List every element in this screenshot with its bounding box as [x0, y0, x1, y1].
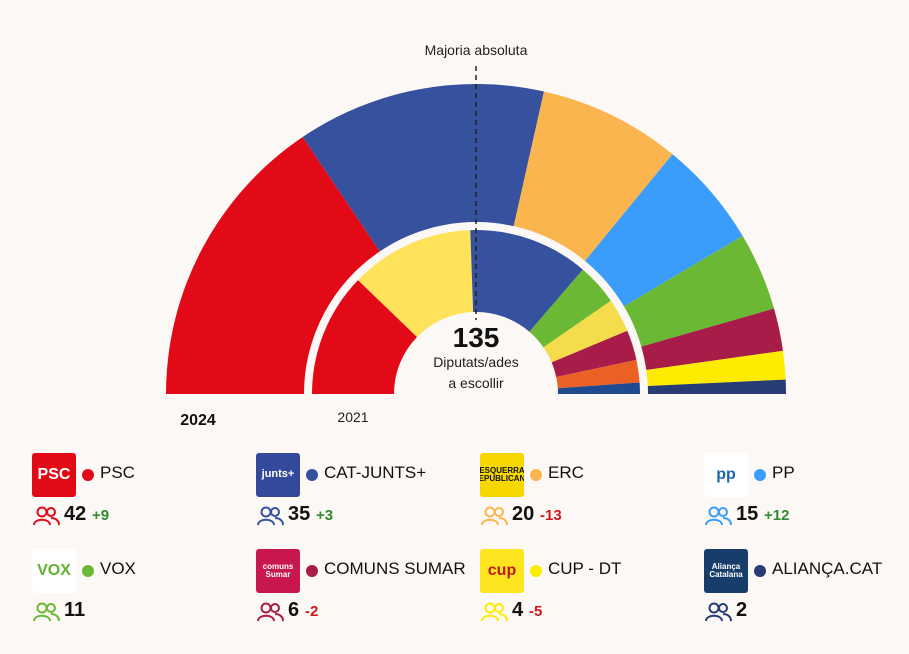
- party-name: ERC: [548, 463, 584, 482]
- seat-segment-2021-0: [312, 280, 418, 394]
- seat-segment-2021-6: [556, 359, 640, 389]
- people-icon: [256, 506, 284, 526]
- legend-item-comuns-sumar: comuns Sumar COMUNS SUMAR 6 -2: [256, 549, 476, 629]
- alian-a-cat-logo: Aliança Catalana: [704, 549, 748, 593]
- cat-junts--logo: junts+: [256, 453, 300, 497]
- seat-change: +3: [316, 507, 334, 524]
- seat-segment-2021-4: [543, 300, 628, 363]
- seat-segment-2024-2: [513, 91, 673, 261]
- ring-2021: [312, 230, 640, 394]
- seat-change: -2: [305, 603, 319, 620]
- party-name: CUP - DT: [548, 559, 622, 578]
- party-name: VOX: [100, 559, 136, 578]
- legend-item-erc: ESQUERRA REPUBLICANA ERC 20 -13: [480, 453, 700, 533]
- seat-segment-2024-1: [302, 84, 544, 252]
- center-label-1: Diputats/ades: [433, 354, 519, 370]
- seat-change: -5: [529, 603, 543, 620]
- legend-item-psc: PSC PSC 42 +9: [32, 453, 252, 533]
- people-icon: [704, 506, 732, 526]
- seat-segment-2024-7: [647, 379, 786, 394]
- vox-color-dot: [82, 565, 94, 577]
- legend-item-vox: VOX VOX 11: [32, 549, 252, 629]
- comuns-sumar-logo: comuns Sumar: [256, 549, 300, 593]
- pp-color-dot: [754, 469, 766, 481]
- cat-junts--color-dot: [306, 469, 318, 481]
- majority-label: Majoria absoluta: [425, 42, 528, 58]
- legend-item-alian-a-cat: Aliança Catalana ALIANÇA.CAT 2: [704, 549, 909, 629]
- seat-segment-2024-4: [623, 235, 774, 347]
- seat-change: -13: [540, 507, 562, 524]
- seat-segment-2021-7: [557, 382, 640, 394]
- seat-segment-2024-3: [585, 154, 743, 307]
- alian-a-cat-color-dot: [754, 565, 766, 577]
- legend-item-cup-dt: cup CUP - DT 4 -5: [480, 549, 700, 629]
- year-label-2021: 2021: [337, 409, 368, 425]
- seat-segment-2024-5: [641, 308, 783, 371]
- erc-logo: ESQUERRA REPUBLICANA: [480, 453, 524, 497]
- party-name: CAT-JUNTS+: [324, 463, 427, 482]
- seat-count: 6: [288, 599, 300, 621]
- seat-change: +12: [764, 507, 790, 524]
- seat-segment-2021-1: [358, 230, 474, 338]
- party-name: PSC: [100, 463, 135, 482]
- seat-segment-2021-5: [551, 330, 637, 377]
- psc-color-dot: [82, 469, 94, 481]
- seat-segment-2021-3: [529, 269, 611, 348]
- people-icon: [256, 602, 284, 622]
- comuns-sumar-color-dot: [306, 565, 318, 577]
- people-icon: [480, 506, 508, 526]
- people-icon: [704, 602, 732, 622]
- seat-count: 20: [512, 503, 535, 525]
- party-name: PP: [772, 463, 795, 482]
- center-label-2: a escollir: [448, 375, 504, 391]
- legend-item-pp: pp PP 15 +12: [704, 453, 909, 533]
- seat-count: 35: [288, 503, 311, 525]
- seat-count: 2: [736, 599, 748, 621]
- year-label-2024: 2024: [180, 412, 216, 429]
- psc-logo: PSC: [32, 453, 76, 497]
- party-name: COMUNS SUMAR: [324, 559, 466, 578]
- people-icon: [480, 602, 508, 622]
- seat-count: 4: [512, 599, 524, 621]
- pp-logo: pp: [704, 453, 748, 497]
- people-icon: [32, 602, 60, 622]
- seat-segment-2024-0: [166, 136, 380, 394]
- total-seats: 135: [453, 322, 500, 353]
- erc-color-dot: [530, 469, 542, 481]
- parliament-chart: Majoria absoluta 135 Diputats/ades a esc…: [166, 42, 786, 429]
- legend-item-cat-junts-: junts+ CAT-JUNTS+ 35 +3: [256, 453, 476, 533]
- seat-segment-2024-6: [646, 350, 786, 386]
- vox-logo: VOX: [32, 549, 76, 593]
- seat-change: +9: [92, 507, 110, 524]
- ring-2024: [166, 84, 786, 394]
- seat-segment-2021-2: [470, 230, 583, 332]
- seat-count: 15: [736, 503, 759, 525]
- party-name: ALIANÇA.CAT: [772, 559, 883, 578]
- people-icon: [32, 506, 60, 526]
- seat-count: 11: [64, 599, 86, 621]
- seat-count: 42: [64, 503, 87, 525]
- cup-dt-logo: cup: [480, 549, 524, 593]
- cup-dt-color-dot: [530, 565, 542, 577]
